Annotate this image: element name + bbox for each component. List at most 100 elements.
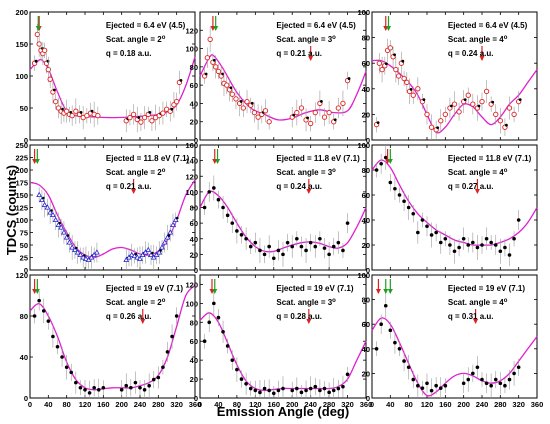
annotation-scat-angle: Scat. angle = 4o: [448, 35, 508, 44]
data-point-black: [37, 298, 41, 303]
data-point-black: [134, 252, 138, 256]
y-tick-label: 25: [20, 254, 28, 263]
x-tick-label: 40: [214, 400, 222, 409]
y-tick-label: 100: [357, 8, 370, 17]
data-point-red: [404, 79, 410, 86]
data-point-black: [202, 339, 207, 344]
red-arrow-head: [131, 189, 137, 194]
data-point-black: [299, 244, 304, 249]
annotation-q: q = 0.24 a.u.: [276, 182, 322, 191]
data-point-black: [66, 234, 70, 237]
data-point-black: [50, 209, 53, 212]
annotation-scat-angle: Scat. angle = 2o: [106, 35, 166, 44]
data-point-blue: [39, 196, 45, 202]
data-point-red: [42, 47, 48, 54]
data-point-blue: [66, 239, 73, 245]
data-point-blue: [88, 254, 95, 260]
data-point-black: [438, 240, 443, 245]
data-point-black: [92, 385, 96, 390]
data-point-blue: [170, 221, 176, 227]
data-point-red: [138, 119, 144, 125]
y-tick-label: 80: [190, 63, 198, 72]
y-tick-label: 150: [15, 40, 28, 49]
data-point-black: [383, 303, 388, 308]
data-point-black: [276, 388, 281, 393]
data-point-black: [313, 384, 318, 389]
data-point-blue: [159, 244, 165, 250]
y-tick-label: 0: [24, 266, 28, 275]
data-point-black: [491, 100, 495, 104]
data-point-black: [512, 236, 516, 241]
red-arrow-head: [306, 319, 312, 324]
fit-curve: [199, 54, 367, 121]
y-tick-label: 40: [362, 216, 370, 225]
data-point-black: [175, 216, 179, 220]
annotation-q: q = 0.21 a.u.: [106, 182, 152, 191]
data-point-black: [202, 205, 207, 210]
annotation-ejected: Ejected = 19 eV (7.1): [448, 284, 525, 293]
y-tick-label: 125: [15, 204, 28, 213]
data-point-black: [388, 180, 393, 185]
x-tick-label: 240: [304, 400, 317, 409]
data-point-black: [471, 240, 475, 245]
data-point-blue: [77, 251, 84, 257]
data-point-red: [410, 92, 416, 98]
data-point-red: [424, 111, 430, 118]
data-point-black: [87, 391, 92, 395]
data-point-black: [244, 236, 248, 241]
x-tick-label: 160: [97, 400, 110, 409]
red-arrow-head: [474, 189, 480, 194]
data-point-blue: [156, 249, 163, 255]
y-tick-label: 100: [357, 271, 370, 280]
y-tick-label: 100: [15, 72, 28, 81]
red-arrow-head: [306, 189, 312, 194]
data-point-black: [402, 199, 406, 204]
data-point-black: [161, 365, 165, 370]
data-point-black: [306, 116, 309, 120]
panel-row3-col3: 0 20 40 60 80 100 0 40 80 120 160 200 240 280 320 360 Ej…: [357, 271, 543, 409]
x-axis-label: Emission Angle (deg): [217, 404, 349, 419]
green-arrow-head: [35, 26, 41, 31]
annotation-scat-angle: Scat. angle = 2o: [106, 298, 166, 307]
data-point-blue: [69, 244, 76, 250]
data-point-black: [253, 388, 258, 393]
x-tick-label: 0: [370, 400, 374, 409]
data-point-red: [479, 98, 485, 105]
annotation-ejected: Ejected = 6.4 eV (4.5): [106, 21, 186, 30]
data-point-black: [235, 229, 239, 233]
data-point-black: [516, 365, 521, 370]
data-point-black: [90, 109, 94, 113]
data-point-black: [262, 252, 267, 257]
green-arrow-head: [387, 159, 393, 164]
data-point-black: [42, 196, 45, 200]
data-point-black: [267, 388, 271, 393]
annotation-q: q = 0.24 a.u.: [448, 49, 494, 58]
y-tick-label: 225: [15, 154, 28, 163]
data-point-blue: [36, 191, 43, 197]
data-point-blue: [131, 252, 138, 258]
data-point-black: [258, 248, 262, 253]
annotation-scat-angle: Scat. angle = 3o: [276, 298, 336, 307]
annotation-ejected: Ejected = 6.4 eV (4.5): [448, 21, 528, 30]
data-point-black: [133, 380, 138, 385]
y-tick-label: 80: [20, 312, 28, 321]
data-point-black: [41, 309, 46, 313]
degree-mark: o: [332, 168, 336, 174]
data-point-black: [384, 62, 388, 66]
y-tick-label: 250: [15, 141, 28, 150]
data-point-red: [321, 114, 328, 120]
data-point-black: [295, 386, 299, 391]
data-point-black: [96, 388, 101, 392]
y-tick-label: 80: [362, 34, 370, 43]
data-point-black: [83, 388, 87, 392]
data-point-blue: [55, 221, 62, 227]
data-point-red: [34, 31, 40, 38]
data-point-blue: [85, 256, 92, 262]
x-tick-label: 80: [233, 400, 241, 409]
data-point-red: [95, 113, 101, 119]
panel-frame: [199, 11, 367, 141]
data-point-red: [73, 108, 79, 114]
y-tick-label: 120: [185, 280, 198, 289]
